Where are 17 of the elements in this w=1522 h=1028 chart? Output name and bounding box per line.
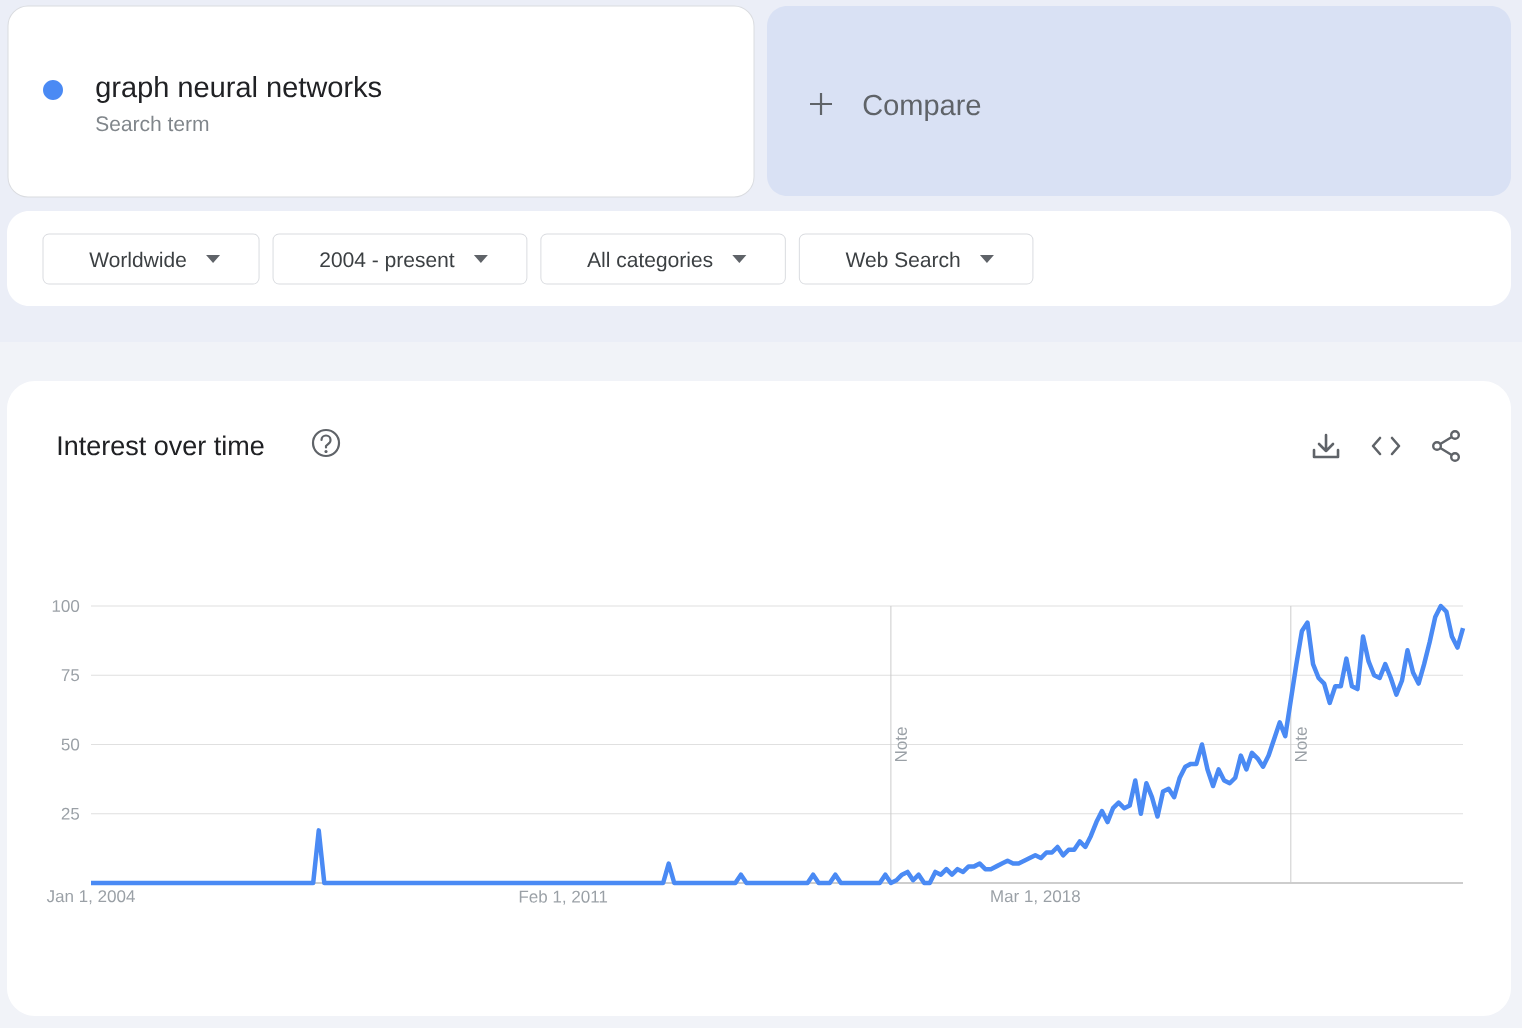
x-tick-label: Jan 1, 2004	[46, 890, 135, 905]
y-tick-label: 50	[61, 738, 80, 751]
ref-line-label: Note	[895, 727, 907, 762]
legend-label: graph neural networks	[96, 75, 382, 104]
y-tick-label: 100	[52, 599, 80, 613]
x-tick-label: Mar 1, 2018	[991, 890, 1080, 905]
text: Web Search	[845, 251, 960, 268]
y-tick-label: 25	[61, 807, 80, 820]
text: 2004 - present	[320, 252, 455, 272]
text: Compare	[863, 94, 981, 122]
y-tick-label: 75	[61, 669, 80, 682]
text: Worldwide	[89, 251, 186, 268]
text: Search term	[96, 115, 209, 132]
chart-title: Interest over time	[58, 435, 264, 456]
ref-line-label: Note	[1295, 727, 1307, 762]
x-tick-label: Feb 1, 2011	[519, 890, 608, 905]
text: All categories	[587, 251, 713, 272]
